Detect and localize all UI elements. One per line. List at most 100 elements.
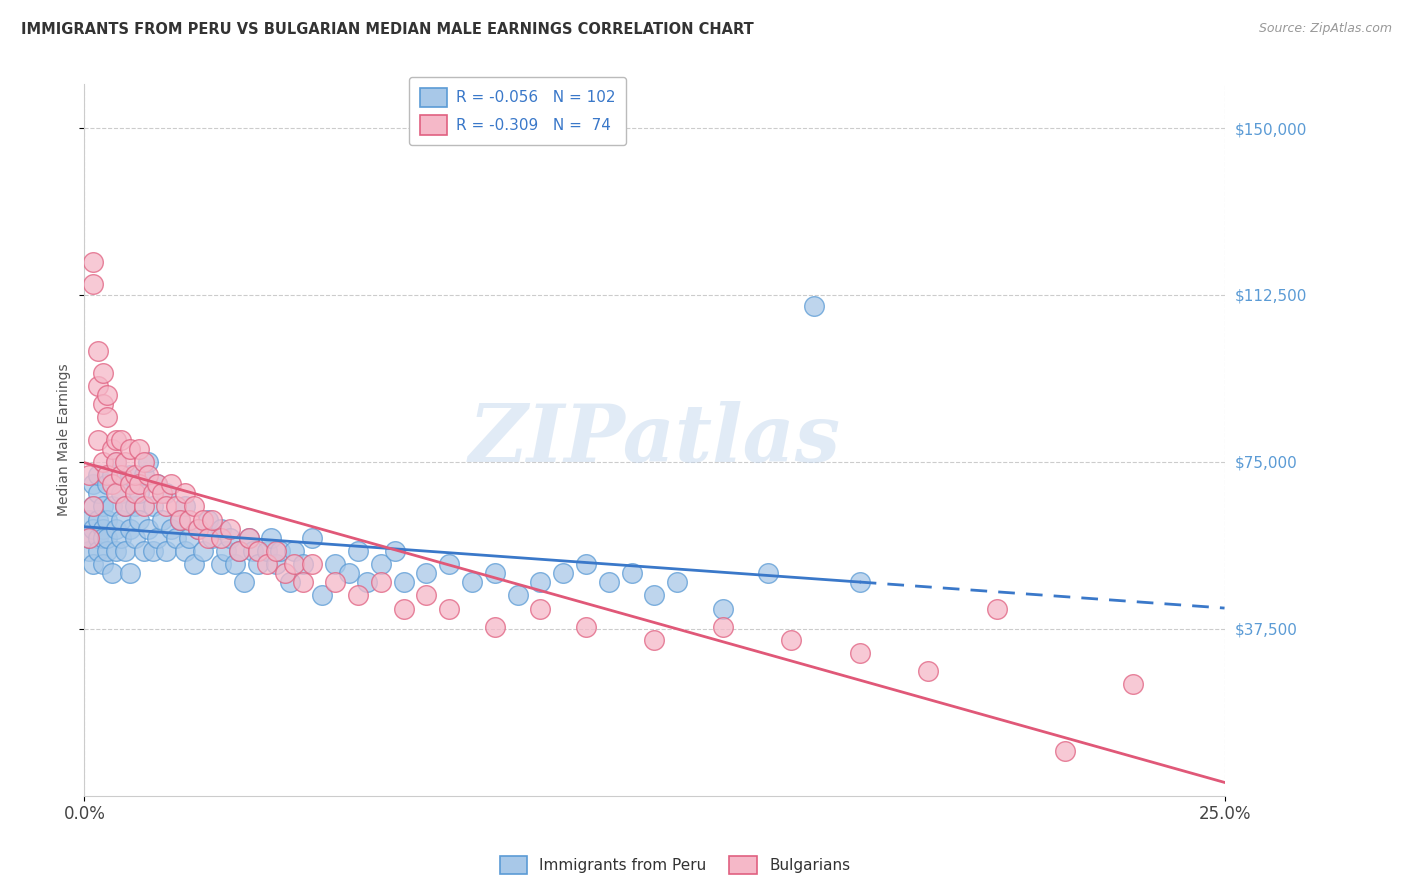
Point <box>233 575 256 590</box>
Point <box>114 455 136 469</box>
Point <box>91 531 114 545</box>
Point <box>100 500 122 514</box>
Point <box>848 575 870 590</box>
Point <box>100 566 122 581</box>
Point <box>392 602 415 616</box>
Point <box>384 544 406 558</box>
Point <box>256 558 278 572</box>
Point <box>136 455 159 469</box>
Point <box>848 646 870 660</box>
Point <box>191 544 214 558</box>
Point <box>323 558 346 572</box>
Point <box>136 522 159 536</box>
Point <box>105 544 128 558</box>
Point <box>666 575 689 590</box>
Point <box>87 468 110 483</box>
Point <box>415 566 437 581</box>
Point <box>165 531 187 545</box>
Point <box>183 500 205 514</box>
Point <box>292 558 315 572</box>
Point <box>238 531 260 545</box>
Point <box>242 544 264 558</box>
Point <box>77 468 100 483</box>
Point <box>142 486 165 500</box>
Point <box>197 531 219 545</box>
Point <box>415 589 437 603</box>
Point <box>105 455 128 469</box>
Point <box>118 566 141 581</box>
Point <box>96 388 118 402</box>
Point <box>128 477 150 491</box>
Point <box>91 366 114 380</box>
Point <box>758 566 780 581</box>
Point <box>160 477 183 491</box>
Point <box>165 500 187 514</box>
Text: IMMIGRANTS FROM PERU VS BULGARIAN MEDIAN MALE EARNINGS CORRELATION CHART: IMMIGRANTS FROM PERU VS BULGARIAN MEDIAN… <box>21 22 754 37</box>
Point <box>118 468 141 483</box>
Point <box>124 468 146 483</box>
Point <box>146 477 169 491</box>
Point <box>228 544 250 558</box>
Point <box>201 513 224 527</box>
Y-axis label: Median Male Earnings: Median Male Earnings <box>58 363 72 516</box>
Point <box>209 522 232 536</box>
Point <box>439 602 461 616</box>
Point <box>620 566 643 581</box>
Point <box>173 544 195 558</box>
Point <box>110 433 132 447</box>
Point <box>484 619 506 633</box>
Point <box>506 589 529 603</box>
Point <box>780 632 803 647</box>
Point <box>529 602 551 616</box>
Point <box>169 513 191 527</box>
Point <box>803 299 825 313</box>
Point <box>132 455 155 469</box>
Point <box>337 566 360 581</box>
Point <box>96 513 118 527</box>
Point <box>197 513 219 527</box>
Point <box>439 558 461 572</box>
Point <box>392 575 415 590</box>
Point <box>173 500 195 514</box>
Point <box>356 575 378 590</box>
Point <box>183 558 205 572</box>
Point <box>91 397 114 411</box>
Point <box>82 500 104 514</box>
Point <box>370 558 392 572</box>
Point <box>575 619 598 633</box>
Point <box>246 558 269 572</box>
Point <box>124 531 146 545</box>
Point <box>146 477 169 491</box>
Point <box>105 433 128 447</box>
Point <box>82 277 104 291</box>
Point <box>238 531 260 545</box>
Point <box>150 486 173 500</box>
Point <box>347 589 370 603</box>
Point <box>96 468 118 483</box>
Point <box>292 575 315 590</box>
Point <box>256 544 278 558</box>
Point <box>301 558 323 572</box>
Point <box>260 531 283 545</box>
Point <box>87 343 110 358</box>
Point <box>110 486 132 500</box>
Point <box>142 544 165 558</box>
Point <box>274 566 297 581</box>
Point <box>110 531 132 545</box>
Point <box>128 486 150 500</box>
Point <box>82 558 104 572</box>
Point <box>347 544 370 558</box>
Point <box>100 477 122 491</box>
Point <box>264 558 287 572</box>
Point <box>155 500 177 514</box>
Point <box>110 468 132 483</box>
Point <box>87 531 110 545</box>
Point <box>209 531 232 545</box>
Point <box>191 513 214 527</box>
Point <box>575 558 598 572</box>
Point <box>77 513 100 527</box>
Point <box>283 558 305 572</box>
Point <box>269 544 291 558</box>
Legend: R = -0.056   N = 102, R = -0.309   N =  74: R = -0.056 N = 102, R = -0.309 N = 74 <box>409 77 627 145</box>
Point <box>82 500 104 514</box>
